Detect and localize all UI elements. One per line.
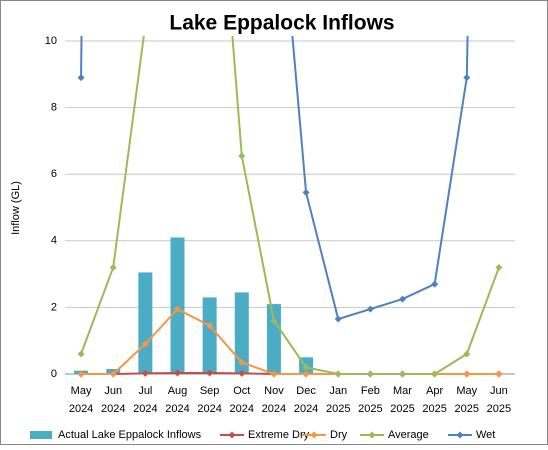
x-tick-label: May	[71, 385, 92, 397]
marker	[109, 370, 117, 378]
y-tick-label: 10	[45, 35, 57, 47]
x-tick-label: Nov	[264, 385, 284, 397]
x-tick-label: 2024	[294, 403, 318, 415]
marker	[270, 370, 278, 378]
marker	[238, 369, 246, 377]
y-tick-label: 6	[51, 168, 57, 180]
marker	[77, 350, 85, 358]
x-tick-label: 2024	[262, 403, 286, 415]
x-tick-label: 2025	[455, 403, 479, 415]
x-tick-label: 2024	[197, 403, 221, 415]
legend-swatch	[310, 431, 318, 439]
marker	[174, 305, 181, 313]
x-tick-label: 2024	[133, 403, 157, 415]
marker	[495, 263, 503, 271]
marker	[431, 370, 439, 378]
y-tick-label: 4	[51, 235, 57, 247]
x-tick-label: Jun	[490, 385, 508, 397]
marker	[463, 350, 471, 358]
x-tick-label: 2024	[69, 403, 93, 415]
x-tick-label: 2024	[101, 403, 125, 415]
chart-title: Lake Eppalock Inflows	[169, 12, 394, 35]
marker	[141, 340, 149, 348]
marker	[334, 315, 342, 323]
x-tick-label: Sep	[200, 385, 220, 397]
marker	[238, 152, 246, 160]
marker	[366, 305, 374, 313]
x-tick-label: Aug	[168, 385, 188, 397]
bar	[202, 297, 217, 374]
marker	[206, 322, 214, 330]
marker	[495, 370, 503, 378]
marker	[302, 363, 310, 371]
legend-swatch	[228, 431, 236, 439]
legend-label: Actual Lake Eppalock Inflows	[58, 429, 202, 441]
x-tick-label: Dec	[296, 385, 316, 397]
x-tick-label: 2025	[487, 403, 511, 415]
marker	[270, 317, 278, 325]
x-tick-label: 2025	[422, 403, 446, 415]
marker	[399, 370, 406, 378]
bar	[266, 304, 281, 374]
marker	[399, 295, 406, 303]
marker	[463, 370, 471, 378]
y-tick-label: 0	[51, 368, 57, 380]
y-tick-label: 2	[51, 301, 57, 313]
x-tick-label: Mar	[393, 385, 412, 397]
x-tick-label: May	[456, 385, 477, 397]
marker	[238, 358, 246, 366]
legend-swatch	[456, 431, 464, 439]
x-tick-label: Jun	[104, 385, 122, 397]
x-tick-label: Jan	[329, 385, 347, 397]
bar	[234, 292, 249, 374]
x-tick-label: 2025	[390, 403, 414, 415]
legend-label: Extreme Dry	[248, 429, 310, 441]
y-tick-label: 8	[51, 102, 57, 114]
marker	[302, 370, 310, 378]
marker	[302, 189, 310, 197]
legend-swatch	[368, 431, 376, 439]
bar	[138, 272, 153, 374]
marker	[77, 370, 85, 378]
legend-label: Wet	[476, 429, 495, 441]
y-axis-label: Inflow (GL)	[10, 181, 22, 235]
x-tick-label: Oct	[233, 385, 250, 397]
legend-label: Dry	[330, 429, 348, 441]
x-tick-label: Apr	[426, 385, 443, 397]
marker	[109, 263, 117, 271]
marker	[366, 370, 374, 378]
plot-area	[74, 36, 503, 378]
marker	[206, 369, 214, 377]
marker	[334, 370, 342, 378]
marker	[174, 369, 181, 377]
marker	[141, 369, 149, 377]
x-tick-label: Jul	[138, 385, 152, 397]
legend-swatch	[30, 431, 52, 439]
legend-label: Average	[388, 429, 429, 441]
x-tick-label: Feb	[361, 385, 380, 397]
marker	[431, 280, 439, 288]
x-tick-label: 2025	[358, 403, 382, 415]
x-tick-label: 2024	[165, 403, 189, 415]
marker	[77, 74, 85, 82]
marker	[463, 74, 471, 82]
line	[80, 36, 500, 375]
line	[80, 36, 469, 321]
x-tick-label: 2025	[326, 403, 350, 415]
x-tick-label: 2024	[230, 403, 254, 415]
